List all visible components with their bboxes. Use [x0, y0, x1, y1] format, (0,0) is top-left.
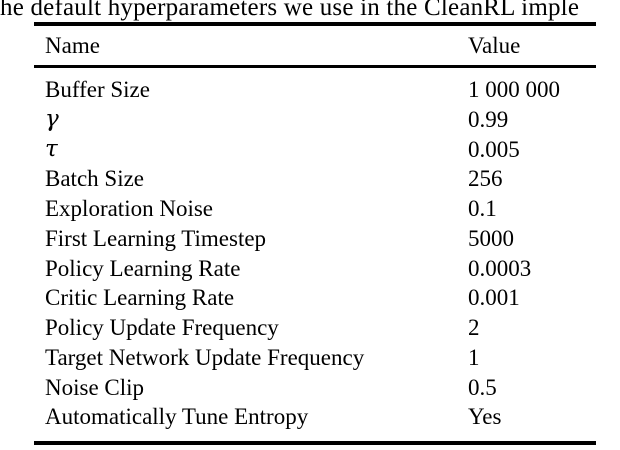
- table-row: γ 0.99: [34, 105, 596, 135]
- param-name: Critic Learning Rate: [45, 285, 235, 311]
- table-row: Batch Size 256: [34, 164, 596, 194]
- table-row: Policy Learning Rate 0.0003: [34, 254, 596, 284]
- param-name: Buffer Size: [45, 77, 150, 102]
- param-name: Policy Update Frequency: [45, 315, 279, 340]
- param-name-gamma: γ: [45, 105, 59, 132]
- param-name: Exploration Noise: [45, 196, 213, 221]
- table-row: τ 0.005: [34, 135, 596, 165]
- param-value: 0.1: [468, 196, 497, 221]
- table-header-row: Name Value: [34, 26, 596, 65]
- table-row: First Learning Timestep 5000: [34, 224, 596, 254]
- table-row: Noise Clip 0.5: [34, 373, 596, 403]
- table-bottomrule: [34, 441, 596, 445]
- column-header-value: Value: [468, 33, 521, 58]
- param-name: Batch Size: [45, 166, 144, 192]
- param-name: Noise Clip: [45, 374, 145, 400]
- table-body: Buffer Size 1 000 000 γ 0.99 τ 0.005 Bat…: [34, 68, 596, 441]
- param-value: 1: [468, 344, 480, 370]
- table-row: Buffer Size 1 000 000: [34, 75, 596, 105]
- param-value: 0.005: [468, 136, 520, 162]
- table-toprule: [34, 22, 596, 26]
- param-value: 1 000 000: [468, 77, 560, 102]
- table-row: Policy Update Frequency 2: [34, 313, 596, 343]
- param-value: 0.99: [468, 106, 509, 132]
- table-caption: he default hyperparameters we use in the…: [0, 0, 580, 21]
- param-value: 0.5: [468, 374, 497, 400]
- param-value: 5000: [468, 225, 514, 251]
- param-value: 256: [468, 166, 503, 192]
- param-name: Target Network Update Frequency: [45, 344, 365, 370]
- table-row: Exploration Noise 0.1: [34, 194, 596, 224]
- table-row: Critic Learning Rate 0.001: [34, 283, 596, 313]
- param-value: Yes: [468, 404, 502, 430]
- table-midrule: [34, 65, 596, 68]
- param-name: First Learning Timestep: [45, 225, 267, 251]
- param-name-tau: τ: [45, 135, 58, 162]
- table-row: Target Network Update Frequency 1: [34, 343, 596, 373]
- param-value: 2: [468, 315, 480, 340]
- hyperparameter-table: Name Value Buffer Size 1 000 000 γ 0.99 …: [34, 22, 596, 445]
- param-value: 0.0003: [468, 255, 532, 281]
- table-row: Automatically Tune Entropy Yes: [34, 402, 596, 432]
- param-name: Automatically Tune Entropy: [45, 404, 309, 430]
- column-header-name: Name: [45, 33, 100, 58]
- param-name: Policy Learning Rate: [45, 255, 241, 281]
- param-value: 0.001: [468, 285, 520, 311]
